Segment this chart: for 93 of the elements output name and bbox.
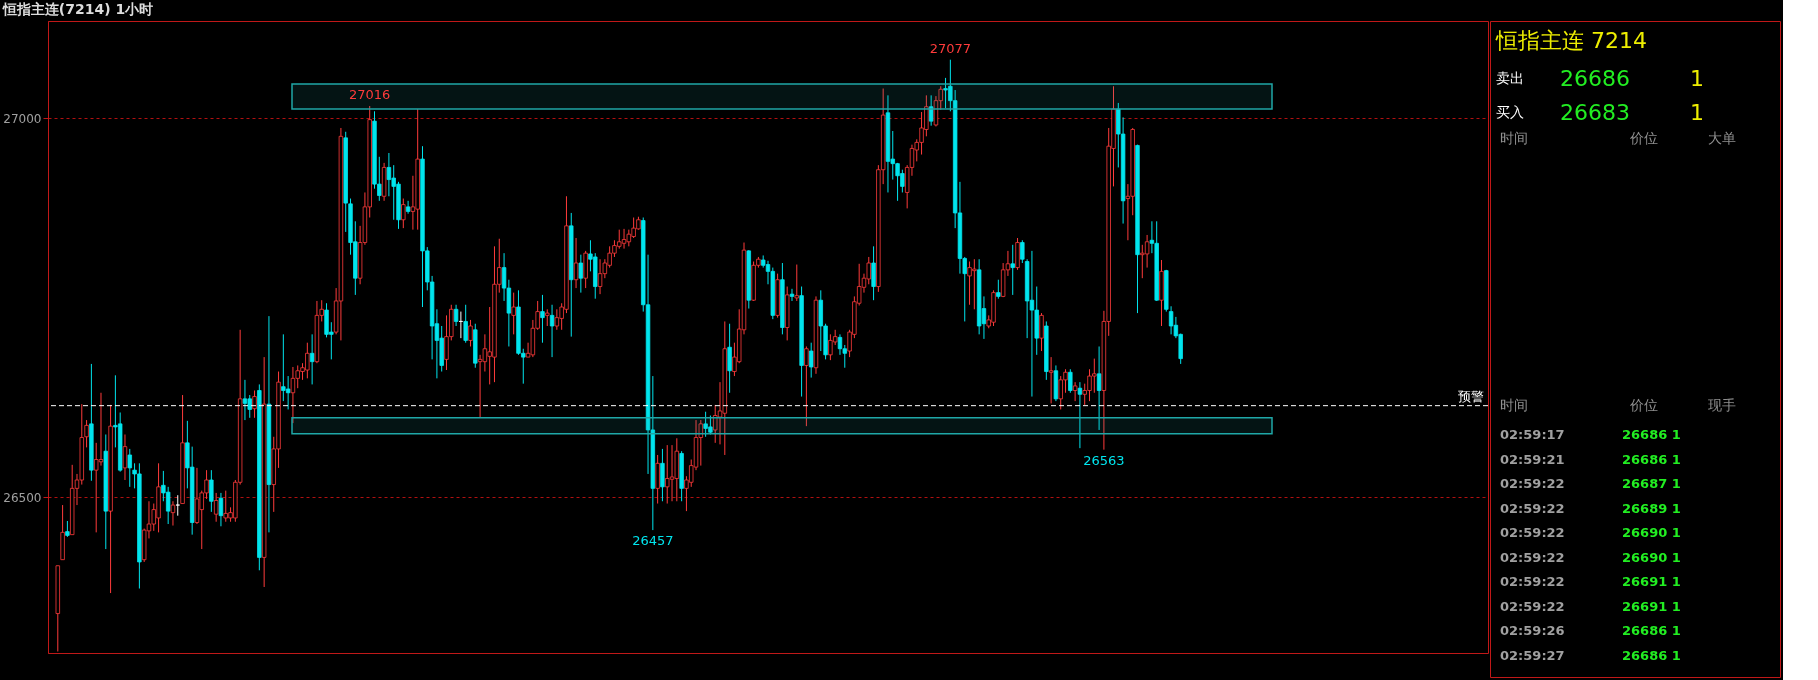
text: 26686 1 <box>1622 647 1681 663</box>
text: 02:59:22 <box>1500 476 1565 491</box>
candlestick <box>194 467 200 525</box>
text: 02:59:22 <box>1500 500 1565 516</box>
text: 26686 1 <box>1622 451 1681 467</box>
text: 1 <box>1690 66 1704 91</box>
candlestick <box>1039 312 1044 352</box>
annotation: 26563 <box>1083 452 1125 468</box>
text: 大单 <box>1708 130 1736 146</box>
candlestick <box>401 198 406 229</box>
candlestick <box>808 342 814 379</box>
text: 02:59:21 <box>1500 451 1565 467</box>
candlestick <box>386 152 392 197</box>
candlestick <box>1068 368 1073 394</box>
candlestick <box>928 94 934 127</box>
candlestick <box>453 304 459 327</box>
candlestick <box>209 469 214 513</box>
text: 02:59:22 <box>1500 574 1565 589</box>
text: 02:59:27 <box>1500 647 1565 663</box>
candlestick <box>996 279 1001 300</box>
candlestick <box>540 294 545 344</box>
candlestick <box>1010 244 1015 296</box>
candlestick <box>669 444 675 502</box>
candlestick <box>213 492 219 523</box>
text: 26686 1 <box>1622 427 1681 442</box>
candlestick <box>837 333 843 356</box>
text: 26683 <box>1560 100 1630 125</box>
candlestick <box>871 245 876 301</box>
text: 02:59:22 <box>1500 525 1565 540</box>
candlestick <box>573 237 579 289</box>
candlestick <box>463 304 468 344</box>
candlestick <box>1048 356 1054 404</box>
y-tick-label: 27000 <box>3 111 42 126</box>
candlestick <box>468 319 473 347</box>
candlestick <box>218 492 224 527</box>
candlestick <box>165 486 171 525</box>
candlestick <box>698 419 704 467</box>
candlestick <box>578 254 584 294</box>
text: 26689 1 <box>1622 500 1681 516</box>
candlestick <box>242 379 248 421</box>
candlestick <box>794 264 799 302</box>
chart-title: 恒指主连(7214) 1小时 <box>1 1 154 17</box>
y-tick-label: 26500 <box>3 490 42 505</box>
text: 时间 <box>1500 130 1528 146</box>
candlestick <box>170 500 176 527</box>
text: 26690 1 <box>1622 549 1681 565</box>
candlestick <box>1029 250 1035 398</box>
candlestick <box>290 366 296 424</box>
candlestick <box>1144 234 1150 269</box>
text: 买入 <box>1496 104 1524 120</box>
candlestick <box>405 200 411 215</box>
text: 现手 <box>1708 397 1736 413</box>
annotation: 27016 <box>349 86 391 102</box>
text: 02:59:22 <box>1500 598 1565 614</box>
text: 卖出 <box>1496 70 1524 86</box>
text: 26686 1 <box>1622 623 1681 638</box>
ref-line-label: 预警 <box>1458 388 1484 404</box>
candlestick <box>804 345 809 427</box>
text: 26686 <box>1560 66 1630 91</box>
text: 02:59:26 <box>1500 623 1565 638</box>
candlestick <box>665 444 670 505</box>
candlestick <box>175 494 180 517</box>
annotation: 27077 <box>929 40 972 56</box>
text: 26690 1 <box>1622 525 1681 540</box>
text: 时间 <box>1500 397 1528 413</box>
text: 02:59:17 <box>1500 427 1565 442</box>
candlestick <box>252 389 257 419</box>
candlestick <box>1096 345 1102 431</box>
candlestick <box>621 228 627 250</box>
candlestick <box>309 333 315 385</box>
text: 26691 1 <box>1622 598 1681 614</box>
candlestick <box>1072 381 1078 402</box>
text: 26691 1 <box>1622 574 1681 589</box>
text: 价位 <box>1629 397 1658 413</box>
text: 价位 <box>1629 130 1658 146</box>
candlestick <box>511 292 516 335</box>
candlestick <box>84 419 89 448</box>
text: 26687 1 <box>1622 476 1681 491</box>
candlestick <box>122 433 128 481</box>
candlestick <box>727 323 732 394</box>
candlestick <box>660 448 665 502</box>
candlestick <box>554 308 560 331</box>
text: 1 <box>1690 100 1704 125</box>
candlestick <box>1077 381 1083 449</box>
text: 恒指主连 7214 <box>1495 28 1647 53</box>
candlestick <box>127 448 132 488</box>
candlestick <box>789 288 795 302</box>
candlestick <box>597 258 603 295</box>
text: 02:59:22 <box>1500 549 1565 565</box>
candlestick <box>549 304 555 358</box>
candlestick <box>98 392 104 467</box>
candlestick <box>285 375 291 410</box>
annotation: 26457 <box>632 533 674 549</box>
